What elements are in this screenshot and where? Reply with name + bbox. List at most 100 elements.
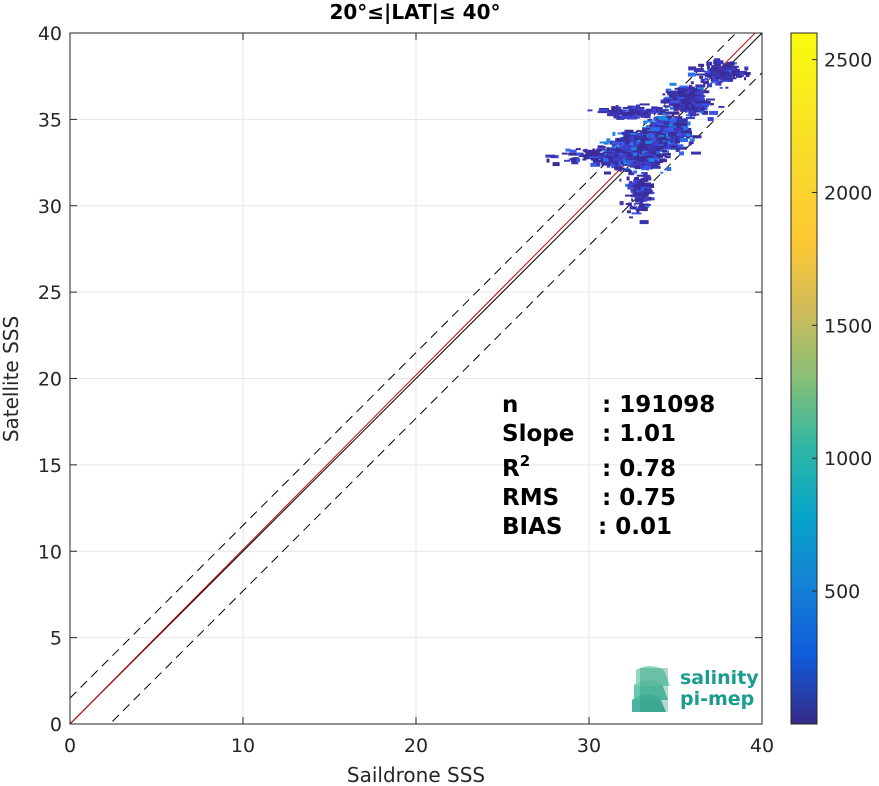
density-cell [688,141,692,146]
density-cell [728,78,733,82]
stat-slope-label: Slope [502,421,574,447]
density-cell [675,111,680,115]
density-cell [662,93,666,96]
density-cell [656,132,660,136]
density-cell [648,134,655,138]
density-cell [678,90,684,93]
density-cell [545,154,556,158]
density-cell [691,103,695,108]
density-cell [639,203,650,206]
density-cell [622,107,631,109]
density-cell [707,74,712,78]
density-cell [568,152,576,156]
density-cell [700,103,709,106]
density-cell [599,157,603,161]
density-cell [743,72,751,75]
density-cell [650,131,661,135]
density-cell [710,81,718,84]
density-cell [655,158,659,162]
density-cell [614,166,623,171]
density-cell [597,145,604,149]
density-cell [667,115,671,118]
density-cell [648,162,659,165]
density-cell [592,152,603,155]
density-cell [692,91,695,95]
density-cell [619,178,622,182]
density-cell [667,99,671,102]
salinity-pi-mep-logo: salinity pi-mep [632,666,759,712]
density-cell [593,154,598,158]
density-cell [631,198,634,202]
density-cell [621,112,628,115]
density-cell [655,138,661,143]
density-cell [704,77,709,81]
density-cell [588,156,599,159]
density-cell [665,111,675,115]
density-cell [627,202,632,207]
density-cell [674,122,680,126]
density-cell [609,111,618,114]
stat-bias-value: : 0.01 [598,514,672,540]
density-cell [668,128,677,132]
density-cell [711,70,716,75]
density-cell [615,153,623,155]
density-cell [569,149,577,153]
density-cell [744,66,749,71]
density-cell [644,130,652,133]
density-cell [634,193,641,197]
density-cell [653,151,657,154]
density-cell [669,118,677,123]
density-cell [624,169,630,172]
density-cell [654,135,664,138]
density-cell [633,186,638,190]
density-cell [642,188,652,191]
density-cell [655,141,663,145]
density-cell [712,75,716,80]
density-cell [628,155,639,160]
density-cell [679,85,688,88]
density-cell [639,220,649,225]
density-cell [642,193,648,197]
density-cell [671,113,674,117]
density-cell [584,148,588,153]
x-tick-label: 20 [404,735,428,757]
density-cell [744,77,746,81]
density-cell [627,149,638,152]
density-cell [634,196,644,199]
density-cell [676,147,681,150]
density-cell [639,200,643,205]
density-cell [663,127,672,131]
density-cell [630,187,634,190]
density-cell [619,153,628,158]
density-cell [691,103,701,107]
density-cell [622,109,629,112]
density-cell [625,194,632,197]
density-cell [614,143,618,148]
density-cell [629,136,634,139]
stat-r2-value: : 0.78 [602,456,676,482]
density-cell [696,90,704,95]
density-cell [676,93,679,96]
density-cell [604,155,612,158]
density-cell [646,163,651,167]
density-cell [703,70,706,73]
density-cell [636,189,647,194]
density-cell [685,104,690,109]
density-cell [624,134,634,137]
density-cell [600,158,605,162]
density-cell [699,75,704,79]
density-cell [691,105,695,110]
logo-line1: salinity [680,667,759,689]
density-cell [636,174,643,177]
density-cell [678,92,686,95]
density-cell [615,138,626,143]
density-cell [642,189,653,194]
density-cell [714,69,721,74]
density-cell [636,104,640,109]
density-cell [644,204,650,208]
density-cell [691,151,701,155]
density-cell [606,138,611,143]
density-cell [561,152,568,155]
density-cell [634,202,642,205]
density-cell [643,135,647,139]
